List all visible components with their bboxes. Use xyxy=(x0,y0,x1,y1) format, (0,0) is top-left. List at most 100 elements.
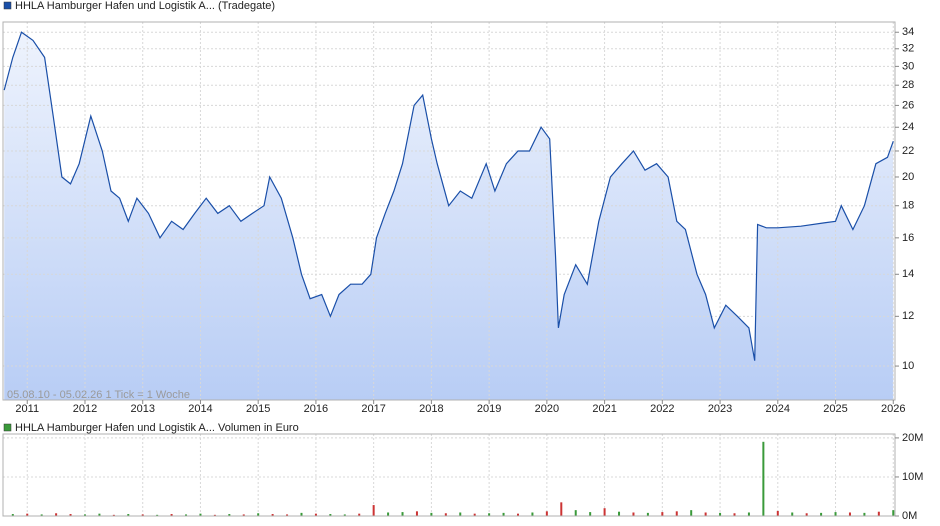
volume-bar xyxy=(98,513,101,516)
volume-bar xyxy=(646,512,649,516)
y-tick-label: 34 xyxy=(902,26,914,38)
y-tick-label: 32 xyxy=(902,43,914,55)
x-tick-label: 2022 xyxy=(650,403,674,415)
y-tick-label: 14 xyxy=(902,268,914,280)
y-tick-label: 10M xyxy=(902,471,923,483)
volume-bar xyxy=(531,512,534,516)
volume-bar xyxy=(834,512,837,516)
y-tick-label: 30 xyxy=(902,60,914,72)
volume-bar xyxy=(848,512,851,516)
area xyxy=(4,32,894,400)
volume-bar xyxy=(733,513,736,516)
volume-bar xyxy=(675,511,678,516)
x-tick-label: 2016 xyxy=(304,403,328,415)
volume-bar xyxy=(488,513,491,516)
x-tick-label: 2026 xyxy=(881,403,905,415)
volume-bar xyxy=(762,441,765,516)
volume-bar xyxy=(661,512,664,516)
volume-bar xyxy=(618,511,621,516)
volume-bar xyxy=(502,512,505,516)
y-tick-label: 26 xyxy=(902,99,914,111)
x-tick-label: 2024 xyxy=(766,403,790,415)
y-tick-label: 28 xyxy=(902,79,914,91)
y-tick-label: 12 xyxy=(902,310,914,322)
x-tick-label: 2014 xyxy=(188,403,212,415)
volume-bar xyxy=(40,514,43,516)
plot-area xyxy=(3,434,895,516)
volume-bar xyxy=(704,512,707,516)
plot-frame xyxy=(2,433,896,517)
y-tick-label: 18 xyxy=(902,200,914,212)
volume-bar xyxy=(156,514,159,516)
y-tick-label: 10 xyxy=(902,360,914,372)
plot-frame xyxy=(2,21,896,401)
volume-bar xyxy=(863,512,866,516)
y-tick-label: 24 xyxy=(902,121,914,133)
x-tick-label: 2011 xyxy=(15,403,39,415)
volume-bar xyxy=(141,514,144,516)
volume-bar xyxy=(213,514,216,516)
volume-bar xyxy=(805,513,808,516)
volume-bar xyxy=(300,512,303,516)
volume-bar xyxy=(560,502,563,516)
y-tick-label: 20 xyxy=(902,171,914,183)
volume-bar xyxy=(271,514,274,516)
y-tick-label: 0M xyxy=(902,510,917,522)
volume-bar xyxy=(372,505,375,516)
legend-swatch xyxy=(3,1,12,10)
volume-bar xyxy=(314,513,317,516)
volume-bar xyxy=(185,514,188,516)
volume-bar xyxy=(127,514,130,516)
legend-label: HHLA Hamburger Hafen und Logistik A... V… xyxy=(15,422,299,434)
volume-bar xyxy=(690,510,693,516)
volume-bar xyxy=(444,513,447,516)
x-tick-label: 2021 xyxy=(592,403,616,415)
volume-bar xyxy=(69,514,72,516)
volume-bar xyxy=(574,510,577,516)
volume-bar xyxy=(199,513,202,516)
volume-bar xyxy=(430,512,433,516)
volume-bar xyxy=(892,510,895,516)
volume-bar xyxy=(55,513,58,516)
volume-bar xyxy=(387,512,390,516)
volume-bar xyxy=(473,513,476,516)
price-line xyxy=(3,31,894,361)
volume-bar xyxy=(343,514,346,516)
annotation: 05.08.10 - 05.02.26 1 Tick = 1 Woche xyxy=(7,389,190,401)
legend-label: HHLA Hamburger Hafen und Logistik A... (… xyxy=(15,0,275,12)
x-tick-label: 2023 xyxy=(708,403,732,415)
volume-bar xyxy=(747,512,750,516)
x-tick-label: 2015 xyxy=(246,403,270,415)
x-tick-label: 2019 xyxy=(477,403,501,415)
volume-bar xyxy=(603,508,606,516)
x-tick-label: 2013 xyxy=(130,403,154,415)
volume-bar xyxy=(877,511,880,516)
volume-bar xyxy=(112,514,115,516)
volume-bar xyxy=(415,511,418,516)
x-tick-label: 2018 xyxy=(419,403,443,415)
volume-bar xyxy=(820,512,823,516)
volume-bar xyxy=(791,512,794,516)
volume-bar xyxy=(516,513,519,516)
y-tick-label: 22 xyxy=(902,145,914,157)
volume-bar xyxy=(632,512,635,516)
x-tick-label: 2025 xyxy=(823,403,847,415)
volume-bar xyxy=(545,511,548,516)
volume-bar xyxy=(170,514,173,516)
volume-bar xyxy=(358,513,361,516)
x-tick-label: 2017 xyxy=(361,403,385,415)
x-tick-label: 2020 xyxy=(535,403,559,415)
volume-bar xyxy=(459,512,462,516)
x-tick-label: 2012 xyxy=(73,403,97,415)
y-tick-label: 16 xyxy=(902,232,914,244)
y-tick-label: 20M xyxy=(902,432,923,444)
legend-swatch xyxy=(3,423,12,432)
volume-bar xyxy=(329,514,332,516)
volume-bar xyxy=(401,512,404,516)
volume-bar xyxy=(589,512,592,516)
volume-bar xyxy=(26,513,29,516)
volume-bar xyxy=(242,514,245,516)
volume-bar xyxy=(83,514,86,516)
volume-bar xyxy=(719,512,722,516)
